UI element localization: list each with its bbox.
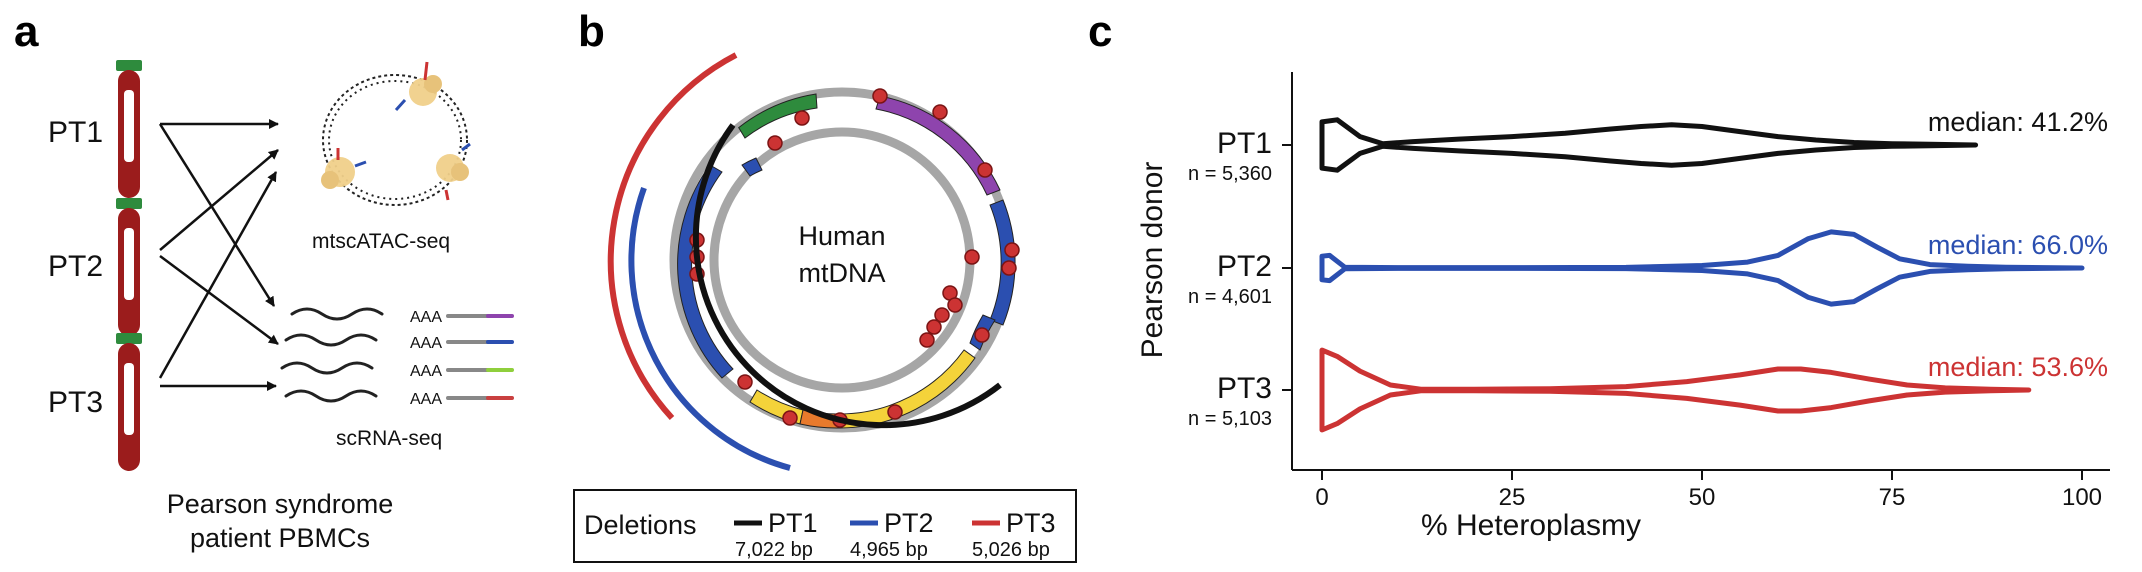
legend-entry-pt3: PT3 5,026 bp — [972, 508, 1056, 561]
patient-label-pt3: PT3 — [48, 386, 103, 419]
legend-entry-size: 7,022 bp — [735, 539, 813, 561]
violin-pt3 — [1319, 347, 2032, 433]
deletion-arc-pt2 — [628, 186, 791, 471]
donor-label-pt3: PT3 — [1217, 372, 1272, 405]
median-label-pt2: median: 66.0% — [1928, 230, 2108, 260]
x-tick-label: 50 — [1689, 484, 1716, 511]
gene-block — [741, 157, 763, 177]
assay-label-mtscatac: mtscATAC-seq — [312, 230, 450, 253]
polya-label-1: AAA — [410, 309, 442, 326]
panel-c-letter: c — [1088, 7, 1112, 56]
legend-entry-size: 5,026 bp — [972, 539, 1050, 561]
donor-n-pt3: n = 5,103 — [1188, 408, 1272, 430]
mtdna-center-line-2: mtDNA — [799, 258, 886, 288]
panel-a: a PT1 PT2 PT3 — [14, 7, 514, 553]
legend-entry-name: PT3 — [1006, 508, 1056, 538]
panel-b-letter: b — [578, 7, 605, 56]
median-label-pt1: median: 41.2% — [1928, 107, 2108, 137]
y-axis-label: Pearson donor — [1136, 162, 1169, 359]
polya-label-4: AAA — [410, 391, 442, 408]
caption-line-1: Pearson syndrome — [167, 489, 394, 519]
gene-block — [875, 95, 1001, 196]
x-tick-label: 0 — [1315, 484, 1328, 511]
donor-label-pt1: PT1 — [1217, 127, 1272, 160]
deletions-legend: Deletions PT1 7,022 bp PT2 4,965 bp PT3 … — [573, 489, 1077, 563]
polya-label-3: AAA — [410, 363, 442, 380]
blood-tube-pt3 — [116, 333, 142, 471]
median-label-pt3: median: 53.6% — [1928, 352, 2108, 382]
panel-a-letter: a — [14, 7, 39, 56]
panel-b: b Human — [573, 7, 1077, 563]
assay-arrows — [158, 119, 279, 391]
blood-tube-pt1 — [116, 60, 142, 198]
patient-label-pt2: PT2 — [48, 250, 103, 283]
x-tick-label: 75 — [1879, 484, 1906, 511]
donor-labels: PT1 n = 5,360 PT2 n = 4,601 PT3 n = 5,103 — [1188, 127, 1292, 430]
assay-label-scrna: scRNA-seq — [336, 427, 442, 450]
panel-c: c Pearson donor % Heteroplasmy 0 25 50 75 10… — [1088, 7, 2110, 542]
x-axis-label: % Heteroplasmy — [1421, 509, 1641, 542]
polya-label-2: AAA — [410, 335, 442, 352]
x-tick-label: 100 — [2062, 484, 2102, 511]
legend-entry-pt1: PT1 7,022 bp — [734, 508, 818, 561]
mtdna-circle-icon — [321, 61, 471, 206]
legend-entry-name: PT1 — [768, 508, 818, 538]
x-tick-label: 25 — [1499, 484, 1526, 511]
blood-tube-pt2 — [116, 198, 142, 336]
violin-pt2 — [1319, 229, 2085, 307]
legend-entry-pt2: PT2 4,965 bp — [850, 508, 934, 561]
donor-n-pt2: n = 4,601 — [1188, 286, 1272, 308]
violin-pt1 — [1319, 117, 1979, 173]
deletion-arc-pt3 — [607, 52, 738, 421]
legend-title: Deletions — [584, 510, 697, 540]
patient-label-pt1: PT1 — [48, 116, 103, 149]
rna-reads-icon — [280, 307, 514, 403]
legend-entry-size: 4,965 bp — [850, 539, 928, 561]
donor-n-pt1: n = 5,360 — [1188, 163, 1272, 185]
legend-entry-name: PT2 — [884, 508, 934, 538]
gene-block — [738, 93, 818, 139]
x-ticks: 0 25 50 75 100 — [1315, 470, 2102, 511]
donor-label-pt2: PT2 — [1217, 250, 1272, 283]
deletion-arc-pt1 — [692, 123, 1002, 429]
mtdna-center-line-1: Human — [798, 221, 885, 251]
violins: median: 41.2% median: 66.0% median: 53.6% — [1319, 107, 2108, 433]
caption-line-2: patient PBMCs — [190, 523, 370, 553]
